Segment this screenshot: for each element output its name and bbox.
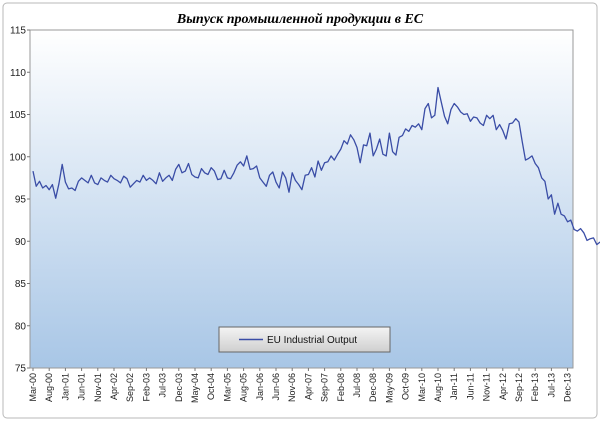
y-tick-label: 75 [15,364,27,375]
x-tick-label: Dec-03 [174,373,184,402]
x-tick-label: Nov-06 [287,373,297,402]
legend: EU Industrial Output [218,326,391,353]
x-tick-label: Dec-08 [368,373,378,402]
x-tick-label: May-04 [190,373,200,403]
x-tick-label: Aug-00 [44,373,54,402]
y-tick-label: 80 [15,321,27,332]
series-layer [32,86,600,246]
x-tick-label: Mar-10 [417,373,427,402]
x-tick-label: May-09 [384,373,394,403]
x-tick-label: Jun-11 [465,373,475,400]
y-tick-label: 90 [15,237,27,248]
x-tick-label: Apr-07 [303,373,313,400]
x-tick-label: Jun-06 [271,373,281,401]
x-tick-label: Sep-12 [514,373,524,402]
x-tick-label: Jan-01 [60,373,70,401]
x-tick-label: Jan-06 [255,373,265,401]
x-tick-label: Jun-01 [77,373,87,401]
y-tick-label: 105 [9,110,26,121]
series-line [32,86,600,246]
x-tick-label: Jul-08 [352,373,362,398]
x-tick-label: Sep-02 [125,373,135,402]
x-tick-label: Mar-00 [28,373,38,402]
plot-area [29,29,574,369]
y-axis: 75 80 85 90 95 100 105 110 115 [9,26,30,375]
x-tick-label: Jul-03 [158,373,168,398]
x-tick-label: Apr-12 [498,373,508,400]
x-tick-label: Aug-05 [239,373,249,402]
x-tick-label: Dec-13 [563,373,573,402]
y-tick-label: 115 [10,26,26,37]
x-tick-label: Sep-07 [320,373,330,402]
x-tick-label: Apr-02 [109,373,119,400]
x-tick-label: Feb-08 [336,373,346,402]
x-tick-label: Jan-11 [449,373,459,400]
x-tick-label: Aug-10 [433,373,443,402]
x-tick-label: Nov-01 [93,373,103,402]
x-tick-label: Jul-13 [546,373,556,398]
x-tick-label: Feb-13 [530,373,540,402]
y-tick-label: 85 [15,279,27,290]
y-tick-label: 100 [9,152,26,163]
x-tick-label: Nov-11 [482,373,492,401]
x-tick-label: Oct-09 [401,373,411,400]
y-tick-label: 110 [10,68,26,79]
x-tick-label: Feb-03 [141,373,151,402]
legend-label: EU Industrial Output [267,335,357,346]
y-tick-label: 95 [15,195,27,206]
x-tick-label: Oct-04 [206,373,216,400]
x-axis: Mar-00 Aug-00 Jan-01 Jun-01 Nov-01 Apr-02 Sep-… [28,368,573,403]
chart-title: Выпуск промышленной продукции в ЕС [176,12,424,27]
x-tick-label: Mar-05 [222,373,232,402]
